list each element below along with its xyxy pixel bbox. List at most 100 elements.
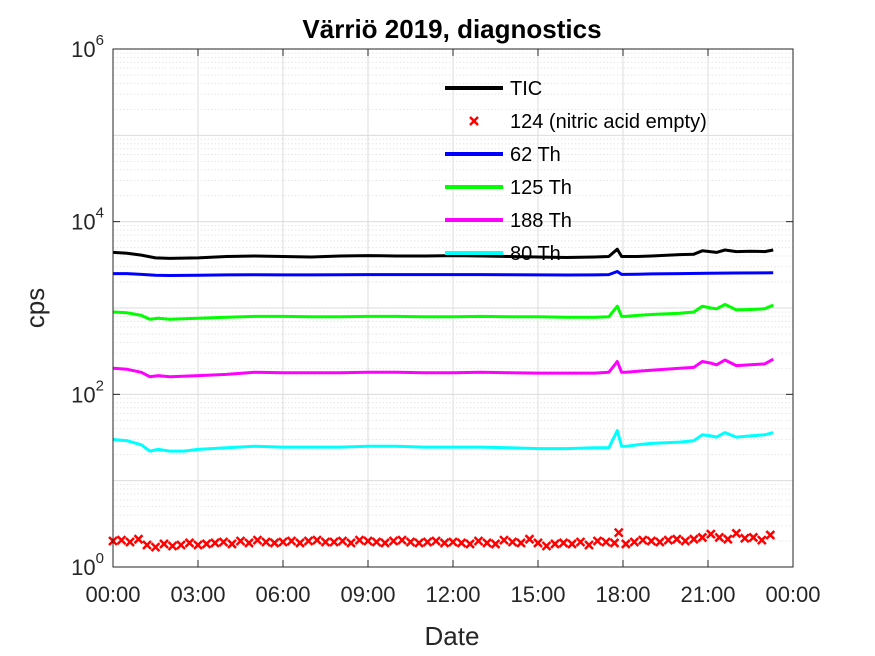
marker-stroke xyxy=(303,536,314,546)
legend-label: 125 Th xyxy=(510,177,572,199)
y-tick-label: 106 xyxy=(71,32,104,62)
marker-stroke xyxy=(465,539,475,549)
marker-stroke xyxy=(235,536,246,546)
marker-stroke xyxy=(159,539,169,549)
marker-stroke xyxy=(184,538,195,548)
x-tick-label: 09:00 xyxy=(340,582,395,607)
legend-entry: 188 Th xyxy=(445,210,572,232)
marker-stroke xyxy=(278,537,288,547)
data-point xyxy=(731,528,742,539)
marker-stroke xyxy=(456,538,467,548)
marker-stroke xyxy=(337,536,348,546)
y-tick-label: 102 xyxy=(71,377,104,407)
data-point xyxy=(116,535,127,545)
data-point xyxy=(210,538,220,548)
marker-stroke xyxy=(731,528,742,539)
data-point xyxy=(592,536,603,546)
marker-stroke xyxy=(558,538,569,548)
data-point xyxy=(431,536,441,546)
data-point xyxy=(671,534,682,545)
marker-stroke xyxy=(295,538,305,548)
y-tick-label: 104 xyxy=(71,205,104,235)
series-line-tic xyxy=(112,247,774,260)
series-line-80-th xyxy=(112,429,774,453)
marker-stroke xyxy=(448,537,458,547)
marker-stroke xyxy=(397,535,407,545)
data-point xyxy=(722,534,733,545)
data-point xyxy=(637,535,648,545)
data-point xyxy=(739,533,750,544)
marker-stroke xyxy=(482,538,492,548)
data-point xyxy=(414,538,424,548)
marker-stroke xyxy=(609,538,620,548)
legend: TIC 124 (nitric acid empty) 62 Th 125 Th 188… xyxy=(445,78,707,265)
legend-entry: 125 Th xyxy=(445,177,572,199)
data-point xyxy=(558,538,569,548)
legend-entry: 124 (nitric acid empty) xyxy=(469,111,707,133)
x-tick-label: 00:00 xyxy=(85,582,140,607)
data-point xyxy=(541,541,552,551)
data-point xyxy=(269,538,280,548)
x-tick-label: 15:00 xyxy=(510,582,565,607)
data-point xyxy=(601,537,611,547)
data-point xyxy=(524,534,535,545)
marker-stroke xyxy=(663,535,674,545)
marker-stroke xyxy=(405,537,416,547)
marker-stroke xyxy=(601,537,611,547)
marker-stroke xyxy=(469,116,479,126)
data-point xyxy=(499,535,509,545)
marker-stroke xyxy=(414,538,424,548)
legend-entry: 80 Th xyxy=(445,243,561,265)
data-point xyxy=(533,538,543,548)
data-point xyxy=(516,538,526,548)
marker-stroke xyxy=(193,540,203,550)
series-line-125-th xyxy=(112,302,774,321)
marker-stroke xyxy=(541,541,552,551)
marker-stroke xyxy=(371,537,382,547)
marker-stroke xyxy=(380,538,390,548)
marker-stroke xyxy=(167,541,178,551)
x-tick-label: 21:00 xyxy=(680,582,735,607)
data-point xyxy=(550,539,560,549)
marker-stroke xyxy=(499,535,509,545)
data-point xyxy=(159,539,169,549)
marker-stroke xyxy=(422,537,433,547)
marker-stroke xyxy=(125,537,135,547)
data-point xyxy=(354,535,365,545)
marker-stroke xyxy=(671,534,682,545)
data-point xyxy=(193,540,203,550)
data-point xyxy=(388,536,399,546)
marker-stroke xyxy=(201,539,212,549)
data-point xyxy=(629,537,640,547)
x-axis-label: Date xyxy=(425,621,480,651)
data-point xyxy=(167,541,178,551)
series-markers-124-nitric-acid-empty xyxy=(108,527,776,552)
data-point xyxy=(303,536,314,546)
data-point xyxy=(201,539,212,549)
data-point xyxy=(286,536,297,546)
marker-stroke xyxy=(722,534,733,545)
x-tick-label: 03:00 xyxy=(170,582,225,607)
marker-stroke xyxy=(654,537,665,547)
legend-label: 80 Th xyxy=(510,243,561,265)
marker-stroke xyxy=(346,538,356,548)
marker-stroke xyxy=(473,536,484,546)
data-point xyxy=(380,538,390,548)
marker-stroke xyxy=(388,536,399,546)
marker-stroke xyxy=(176,540,186,550)
series-layer xyxy=(108,247,776,552)
legend-entry: TIC xyxy=(445,78,542,100)
series-line-188-th xyxy=(112,357,774,379)
marker-stroke xyxy=(748,532,759,543)
data-point xyxy=(142,540,152,550)
marker-stroke xyxy=(739,533,750,544)
data-point xyxy=(252,535,263,545)
marker-stroke xyxy=(142,540,152,550)
marker-stroke xyxy=(439,538,450,548)
data-point xyxy=(482,538,492,548)
data-point xyxy=(227,539,237,549)
legend-swatch-marker xyxy=(469,116,479,126)
legend-label: 188 Th xyxy=(510,210,572,232)
marker-stroke xyxy=(584,540,594,550)
